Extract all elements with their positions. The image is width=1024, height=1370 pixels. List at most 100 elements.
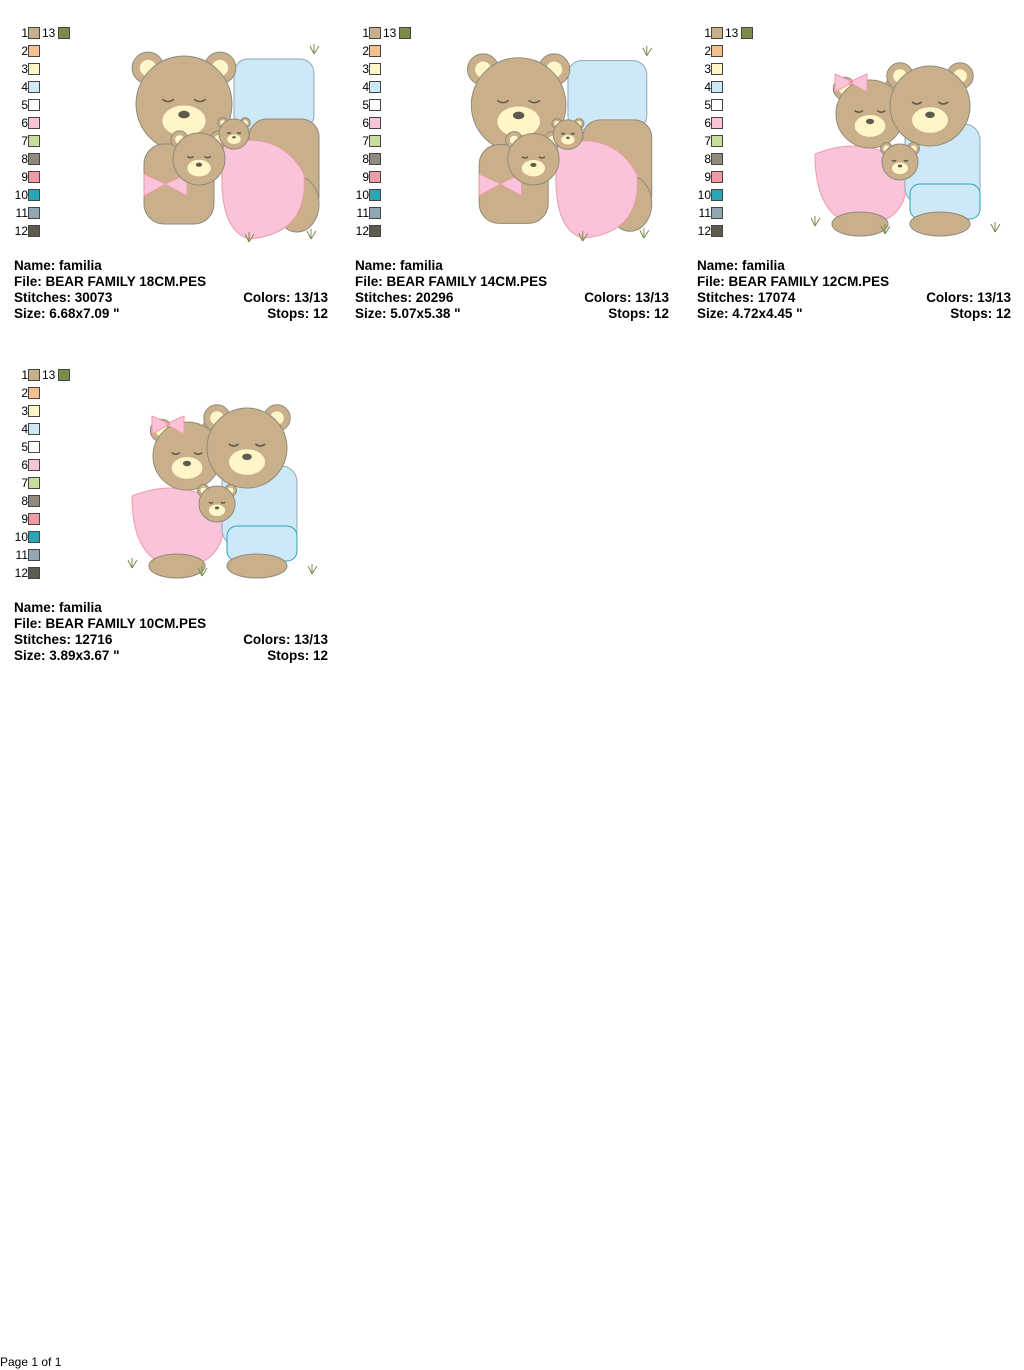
swatch-number: 10 [14, 530, 28, 544]
swatch-row: 8 [14, 152, 84, 166]
swatch-row: 9 [14, 512, 84, 526]
dad-bear-eye [161, 98, 175, 103]
dad-bear-eye [528, 99, 541, 104]
baby-bear-eye [903, 159, 909, 162]
baby-bear-nose [897, 164, 903, 168]
bear-family-art [467, 45, 653, 242]
color-swatch [28, 459, 40, 471]
swatch-row: 4 [355, 80, 425, 94]
swatch-number: 10 [14, 188, 28, 202]
color-swatch [28, 189, 40, 201]
swatch-row: 11 [697, 206, 767, 220]
swatch-number: 2 [362, 44, 369, 58]
color-swatch [28, 405, 40, 417]
bear-family-art [131, 44, 320, 243]
swatch-row: 12 [14, 566, 84, 580]
baby-bear-muzzle [561, 135, 575, 145]
design-stops: 12 [312, 648, 328, 663]
color-swatch [711, 45, 723, 57]
swatch-number: 12 [697, 224, 711, 238]
swatch-row: 12 [697, 224, 767, 238]
swatch-number: 5 [21, 98, 28, 112]
swatch-number: 6 [21, 458, 28, 472]
mom-bear-nose [865, 118, 875, 125]
grass-tuft [127, 558, 138, 569]
grass-tuft [306, 229, 317, 240]
mom-feet [148, 553, 206, 579]
dad-bear-head [206, 407, 288, 489]
swatch-row: 10 [355, 188, 425, 202]
color-swatch [711, 153, 723, 165]
dad-bear-muzzle [497, 106, 540, 137]
dad-bear-muzzle [162, 105, 206, 137]
swatch-number: 6 [362, 116, 369, 130]
swatch-row: 6 [14, 458, 84, 472]
grass-tuft [307, 564, 318, 575]
swatch-number: 12 [14, 224, 28, 238]
color-swatch [28, 423, 40, 435]
dad-bear-eye [193, 98, 207, 103]
swatch-number: 1 [21, 26, 28, 40]
swatch-row: 8 [355, 152, 425, 166]
swatch-number: 13 [383, 26, 397, 40]
design-info: Name: familia File: BEAR FAMILY 12CM.PES… [697, 258, 1011, 321]
grass-tuft [642, 45, 653, 56]
color-swatch [28, 549, 40, 561]
design-file: BEAR FAMILY 12CM.PES [728, 274, 890, 289]
swatch-number: 3 [21, 62, 28, 76]
baby-bear-nose [232, 136, 236, 139]
swatch-number: 11 [698, 206, 711, 220]
baby-bear-nose [566, 136, 570, 140]
mom-bear-eye [521, 156, 529, 159]
dad-bear-nose [178, 110, 190, 119]
color-swatch [28, 387, 40, 399]
swatch-number: 4 [704, 80, 711, 94]
design-file: BEAR FAMILY 10CM.PES [45, 616, 207, 631]
dad-feet [909, 211, 971, 237]
dad-bear-eye [254, 443, 266, 447]
design-card-4: 1 13 2 3 4 5 6 7 8 9 10 11 12 Name: familia File: BE… [14, 368, 334, 688]
swatch-row: 3 [697, 62, 767, 76]
mom-bear-nose [530, 162, 537, 167]
swatch-number: 1 [704, 26, 711, 40]
swatch-row: 2 [697, 44, 767, 58]
design-card-3: 1 13 2 3 4 5 6 7 8 9 10 11 12 Name: familia File: BE… [697, 26, 1017, 346]
color-swatch [28, 225, 40, 237]
swatch-number: 13 [725, 26, 739, 40]
swatch-row: 3 [355, 62, 425, 76]
color-swatch [711, 207, 723, 219]
mom-bear-eye [203, 155, 212, 159]
pink-bow [143, 173, 188, 197]
design-file: BEAR FAMILY 14CM.PES [386, 274, 548, 289]
design-info: Name: familia File: BEAR FAMILY 18CM.PES… [14, 258, 328, 321]
design-card-1: 1 13 2 3 4 5 6 7 8 9 10 11 12 Name: familia File: BE… [14, 26, 334, 346]
bear-family-art [127, 404, 318, 579]
color-swatch [28, 495, 40, 507]
design-stops: 12 [653, 306, 669, 321]
mom-bear-muzzle [187, 159, 211, 177]
color-swatch [28, 441, 40, 453]
design-colors: 13/13 [294, 632, 328, 647]
design-colors: 13/13 [294, 290, 328, 305]
color-swatch [369, 225, 381, 237]
color-swatch [28, 513, 40, 525]
swatch-row: 6 [697, 116, 767, 130]
mom-bear-eye [193, 452, 203, 456]
swatch-row: 5 [14, 98, 84, 112]
design-name: familia [59, 600, 102, 615]
baby-bear-eye [560, 132, 566, 135]
swatch-number: 6 [21, 116, 28, 130]
swatch-number: 7 [21, 476, 28, 490]
swatch-row: 6 [14, 116, 84, 130]
swatch-number: 2 [21, 44, 28, 58]
swatch-row: 9 [14, 170, 84, 184]
page-footer: Page 1 of 1 [0, 1355, 62, 1369]
color-swatch [711, 99, 723, 111]
baby-bear-eye [236, 131, 242, 134]
mom-bear-eye [854, 110, 864, 114]
color-swatch [369, 99, 381, 111]
design-name: familia [59, 258, 102, 273]
color-swatch [28, 207, 40, 219]
design-stops: 12 [995, 306, 1011, 321]
color-swatch [28, 567, 40, 579]
